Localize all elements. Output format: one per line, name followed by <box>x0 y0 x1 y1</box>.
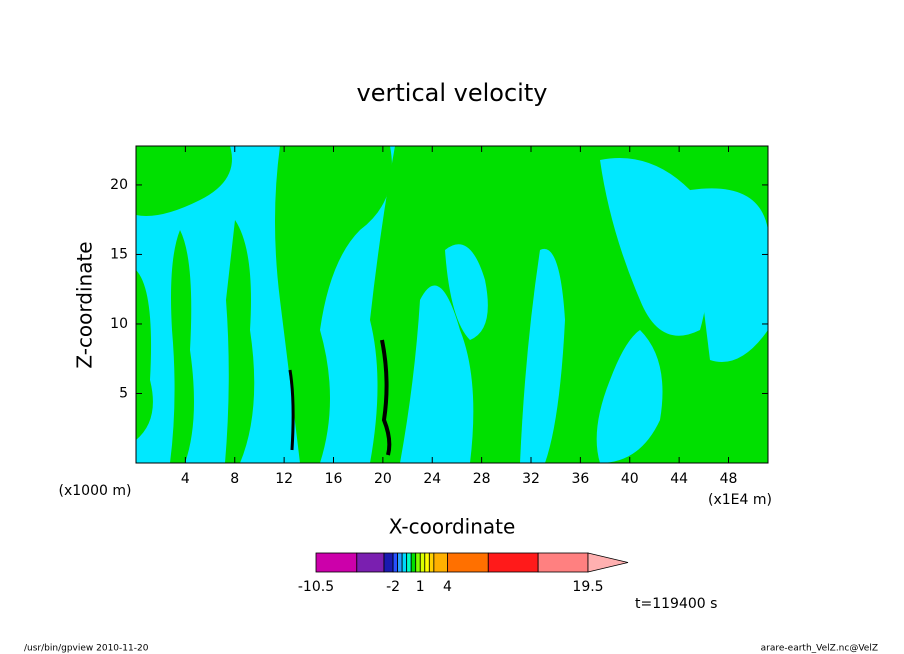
x-tick-label: 20 <box>374 471 392 487</box>
colorbar-segment <box>392 552 399 573</box>
x-axis-label: X-coordinate <box>389 515 516 539</box>
field-region <box>370 146 500 463</box>
colorbar-segment <box>356 552 385 573</box>
colorbar-segment <box>537 552 589 573</box>
field-region <box>136 146 232 216</box>
y-axis-label: Z-coordinate <box>73 241 97 368</box>
y-tick-label: 5 <box>119 385 128 401</box>
colorbar-segment <box>401 552 408 573</box>
field-region <box>690 188 768 362</box>
x-tick-label: 16 <box>325 471 343 487</box>
time-label: t=119400 s <box>635 596 717 612</box>
colorbar-segment <box>397 552 403 573</box>
colorbar-segment <box>406 552 412 573</box>
y-tick-label: 15 <box>110 246 128 262</box>
field-region <box>225 220 255 463</box>
colorbar-segment <box>447 552 489 573</box>
colorbar-segment <box>424 552 430 573</box>
colorbar-tick-label: 19.5 <box>572 579 603 595</box>
x-tick-label: 24 <box>423 471 441 487</box>
field-region <box>275 146 392 463</box>
colorbar-segment <box>419 552 426 573</box>
colorbar-segment <box>433 552 448 573</box>
x-tick-label: 44 <box>670 471 688 487</box>
field-region <box>600 158 708 336</box>
x-tick-label: 36 <box>571 471 589 487</box>
contour-line <box>288 369 295 451</box>
x-tick-label: 28 <box>473 471 491 487</box>
chart-title: vertical velocity <box>357 79 548 107</box>
x-tick-label: 4 <box>181 471 190 487</box>
colorbar-tick-label: -10.5 <box>298 579 334 595</box>
colorbar-tick-label: 1 <box>416 579 425 595</box>
x-unit-label: (x1000 m) <box>59 483 132 499</box>
field-region <box>520 248 565 463</box>
x-tick-label: 12 <box>275 471 293 487</box>
footer-right: arare-earth_VelZ.nc@VelZ <box>761 644 878 654</box>
colorbar-segment <box>383 552 394 573</box>
colorbar-segment <box>487 552 539 573</box>
field-region <box>445 244 488 340</box>
field-region <box>136 270 153 440</box>
y-tick-label: 20 <box>110 177 128 193</box>
x-tick-label: 8 <box>230 471 239 487</box>
x-tick-label: 40 <box>621 471 639 487</box>
colorbar-segment <box>415 552 421 573</box>
colorbar-tick-label: -2 <box>386 579 400 595</box>
x-tick-label: 32 <box>522 471 540 487</box>
footer-left: /usr/bin/gpview 2010-11-20 <box>24 644 149 654</box>
colorbar-tick-label: 4 <box>443 579 452 595</box>
colorbar-segment <box>410 552 417 573</box>
plot-frame <box>135 145 769 464</box>
x-tick-label: 48 <box>720 471 738 487</box>
colorbar-segment <box>428 552 435 573</box>
colorbar-segment <box>315 552 358 573</box>
y-tick-label: 10 <box>110 316 128 332</box>
field-region <box>596 330 663 463</box>
colorbar-extension <box>587 552 629 573</box>
x-scale-label: (x1E4 m) <box>708 492 772 508</box>
contour-line <box>380 339 392 456</box>
contour-field <box>136 146 768 463</box>
field-region <box>170 230 194 463</box>
